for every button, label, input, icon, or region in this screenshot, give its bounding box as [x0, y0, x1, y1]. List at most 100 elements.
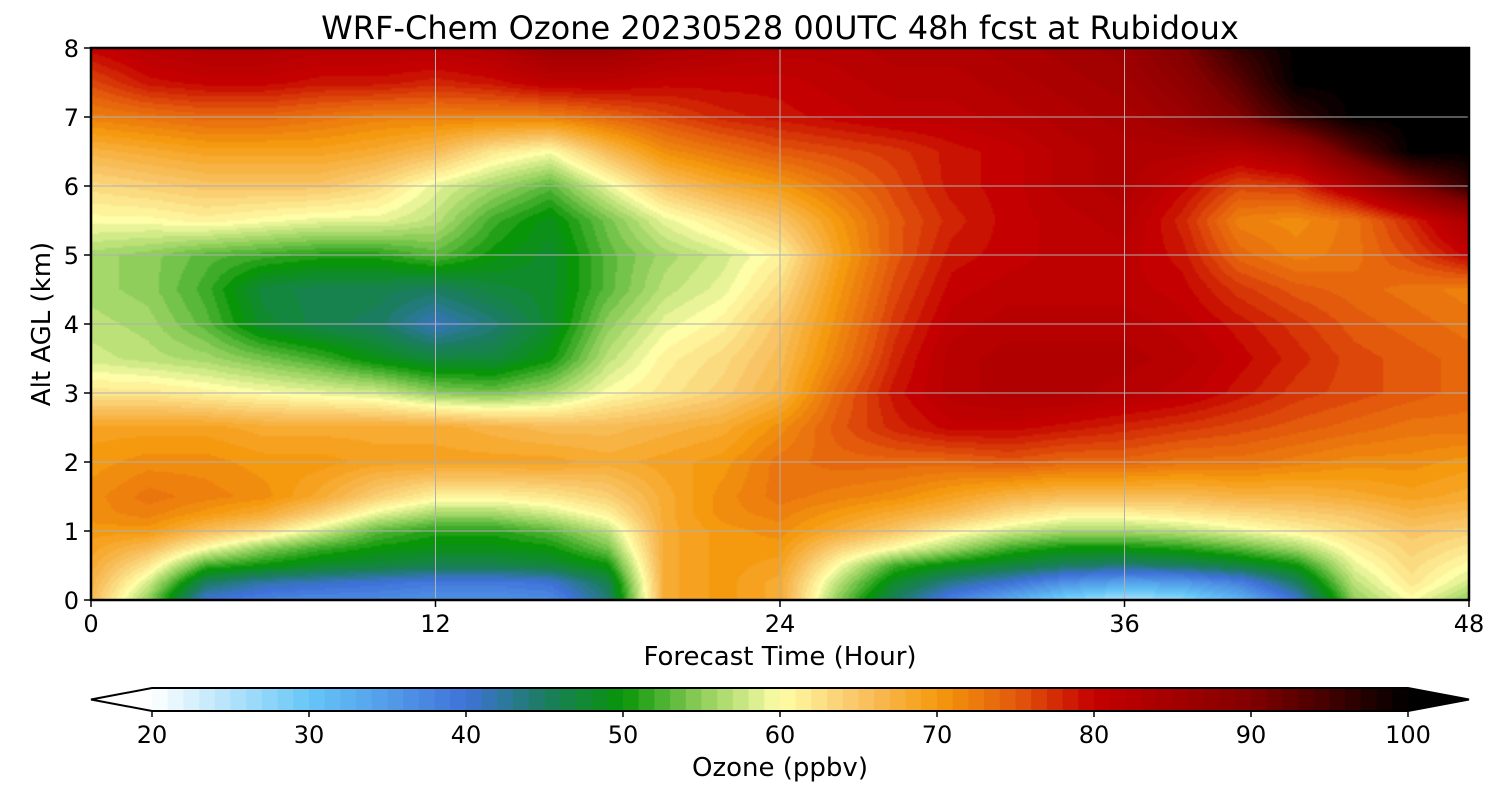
colorbar-bin	[701, 688, 718, 711]
colorbar-bin	[1298, 688, 1315, 711]
colorbar-bin	[1156, 688, 1174, 711]
colorbar-bin	[968, 688, 985, 711]
colorbar-bin	[889, 688, 907, 711]
colorbar-bin	[591, 688, 608, 711]
colorbar-tick-label: 30	[294, 721, 325, 749]
colorbar-extend-high	[1408, 688, 1469, 711]
colorbar-bin	[1360, 688, 1378, 711]
x-axis-ticks: 0 12 24 36 48	[83, 600, 1484, 638]
chart-title: WRF-Chem Ozone 20230528 00UTC 48h fcst a…	[321, 9, 1239, 47]
colorbar-bin	[1345, 688, 1362, 711]
colorbar-bin	[214, 688, 232, 711]
colorbar-bin	[371, 688, 389, 711]
colorbar	[90, 687, 1470, 712]
colorbar-bin	[921, 688, 938, 711]
colorbar-bin	[1188, 688, 1205, 711]
colorbar-bin	[324, 688, 341, 711]
colorbar-bin	[418, 688, 436, 711]
x-tick-label: 48	[1454, 610, 1485, 638]
y-axis-ticks: 0 1 2 3 4 5 6 7 8	[64, 35, 91, 615]
y-tick-label: 8	[64, 35, 79, 63]
y-axis-label: Alt AGL (km)	[27, 242, 57, 406]
colorbar-bin	[732, 688, 750, 711]
colorbar-bin	[1078, 688, 1095, 711]
colorbar-bin	[434, 688, 451, 711]
colorbar-bin	[1251, 688, 1268, 711]
colorbar-bin	[1062, 688, 1079, 711]
colorbar-bin	[246, 688, 263, 711]
colorbar-bin	[1094, 688, 1111, 711]
colorbar-bin	[1219, 688, 1236, 711]
colorbar-bin	[1141, 688, 1158, 711]
colorbar-bin	[481, 688, 498, 711]
x-axis-label: Forecast Time (Hour)	[643, 642, 916, 672]
colorbar-bin	[544, 688, 561, 711]
colorbar-bin	[984, 688, 1001, 711]
colorbar-bin	[1329, 688, 1346, 711]
colorbar-bin	[1109, 688, 1126, 711]
colorbar-bin	[340, 688, 357, 711]
colorbar-bin	[874, 688, 891, 711]
colorbar-bin	[152, 688, 169, 711]
colorbar-bin	[858, 688, 875, 711]
colorbar-tick-label: 80	[1079, 721, 1110, 749]
colorbar-tick-label: 60	[765, 721, 796, 749]
colorbar-bin	[575, 688, 593, 711]
colorbar-bin	[1125, 688, 1142, 711]
colorbar-bin	[1313, 688, 1331, 711]
colorbar-bin	[230, 688, 247, 711]
colorbar-bin	[623, 688, 640, 711]
colorbar-bin	[1266, 688, 1283, 711]
colorbar-bin	[937, 688, 954, 711]
colorbar-bin	[528, 688, 546, 711]
colorbar-bin	[1376, 688, 1393, 711]
colorbar-bin	[1015, 688, 1032, 711]
colorbar-extend-low	[91, 688, 152, 711]
colorbar-tick-label: 90	[1236, 721, 1267, 749]
colorbar-bin	[167, 688, 184, 711]
colorbar-bin	[560, 688, 577, 711]
colorbar-bin	[999, 688, 1017, 711]
colorbar-bin	[403, 688, 420, 711]
colorbar-label: Ozone (ppbv)	[692, 753, 868, 783]
colorbar-bin	[827, 688, 844, 711]
colorbar-bin	[842, 688, 860, 711]
colorbar-bin	[261, 688, 279, 711]
y-tick-label: 7	[64, 104, 79, 132]
colorbar-bin	[513, 688, 530, 711]
colorbar-tick-label: 40	[451, 721, 482, 749]
colorbar-bin	[685, 688, 703, 711]
y-tick-label: 6	[64, 173, 79, 201]
colorbar-bin	[670, 688, 687, 711]
colorbar-bin	[387, 688, 404, 711]
y-tick-label: 0	[64, 587, 79, 615]
y-tick-label: 4	[64, 311, 79, 339]
colorbar-bin	[1203, 688, 1221, 711]
colorbar-bin	[905, 688, 922, 711]
colorbar-bin	[638, 688, 655, 711]
colorbar-bin	[450, 688, 467, 711]
colorbar-bin	[811, 688, 828, 711]
y-tick-label: 3	[64, 380, 79, 408]
colorbar-bin	[764, 688, 781, 711]
colorbar-bin	[309, 688, 326, 711]
colorbar-bin	[277, 688, 294, 711]
x-tick-label: 36	[1109, 610, 1140, 638]
colorbar-bin	[183, 688, 200, 711]
colorbar-bin	[199, 688, 216, 711]
colorbar-bin	[497, 688, 514, 711]
colorbar-bin	[1046, 688, 1064, 711]
y-tick-label: 1	[64, 518, 79, 546]
colorbar-bin	[795, 688, 812, 711]
y-tick-label: 5	[64, 242, 79, 270]
colorbar-bin	[748, 688, 765, 711]
x-tick-label: 24	[765, 610, 796, 638]
colorbar-bin	[1031, 688, 1048, 711]
x-tick-label: 12	[420, 610, 451, 638]
colorbar-tick-label: 100	[1385, 721, 1431, 749]
colorbar-bin	[293, 688, 310, 711]
x-tick-label: 0	[83, 610, 98, 638]
colorbar-tick-label: 20	[137, 721, 168, 749]
y-tick-label: 2	[64, 449, 79, 477]
